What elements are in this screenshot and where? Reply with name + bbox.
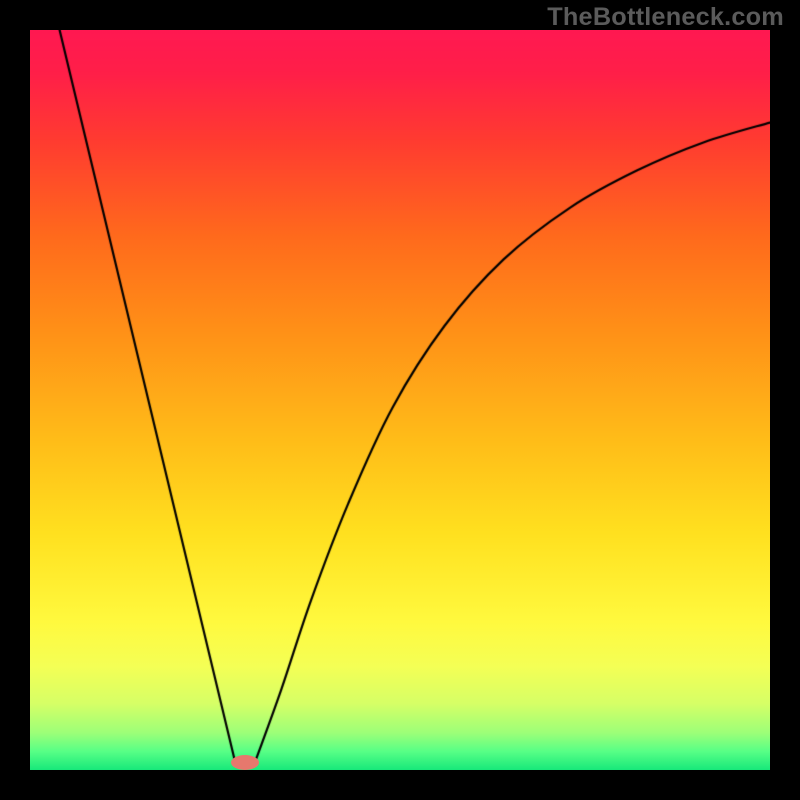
bottleneck-curve: [30, 30, 770, 770]
watermark-text: TheBottleneck.com: [547, 3, 784, 32]
chart-plot-area: [30, 30, 770, 770]
